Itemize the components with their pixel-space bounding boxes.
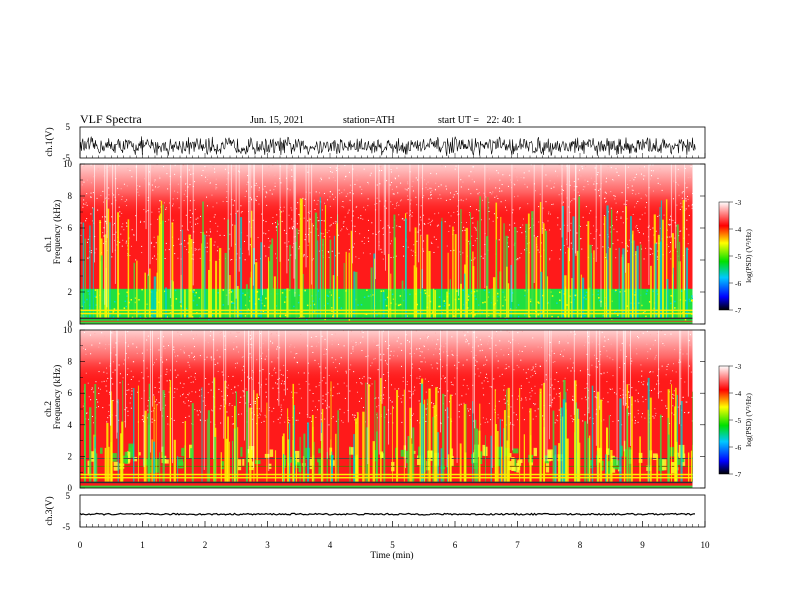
- colorbar-tick-label: -6: [735, 443, 741, 452]
- frequency-tick-label: 8: [68, 191, 73, 201]
- ch1-ylabel: ch.1(V): [44, 127, 55, 156]
- colorbar-tick-label: -7: [735, 470, 741, 479]
- ch1-colorbar-label: log(PSD) (V²/Hz): [744, 229, 753, 283]
- ch1-waveform-xticks: [79, 153, 706, 158]
- time-axis-ticks: 0 1 2 3 4 5 6 7 8 9 10: [78, 521, 710, 550]
- time-tick-label: 5: [390, 540, 395, 550]
- time-tick-label: 9: [640, 540, 645, 550]
- header-start-ut: start UT = 22: 40: 1: [438, 115, 522, 126]
- ch2-colorbar-label: log(PSD) (V²/Hz): [744, 393, 753, 447]
- header-date: Jun. 15, 2021: [250, 115, 304, 126]
- frequency-tick-label: 4: [68, 420, 73, 430]
- time-tick-label: 8: [578, 540, 583, 550]
- colorbar-tick-label: -5: [735, 252, 741, 261]
- colorbar-tick-label: -6: [735, 279, 741, 288]
- ch2-spectrogram-image: [80, 330, 693, 488]
- frequency-tick-label: 8: [68, 357, 73, 367]
- frequency-tick-label: 6: [68, 388, 73, 398]
- ch2-frequency-label: Frequency (kHz): [52, 365, 63, 430]
- ch1-waveform-trace: [79, 136, 696, 157]
- time-tick-label: 4: [328, 540, 333, 550]
- frequency-tick-label: 2: [68, 451, 73, 461]
- time-tick-label: 7: [515, 540, 520, 550]
- colorbar-tick-label: -4: [735, 225, 741, 234]
- ch3-waveform-trace: [79, 512, 696, 516]
- frequency-tick-label: 10: [63, 159, 73, 169]
- time-tick-label: 6: [453, 540, 458, 550]
- ch2-channel-label: ch.2: [44, 401, 54, 417]
- frequency-tick-label: 2: [68, 287, 73, 297]
- colorbar-tick-label: -3: [735, 362, 741, 371]
- colorbar-tick-label: -3: [735, 198, 741, 207]
- frequency-tick-label: 6: [68, 223, 73, 233]
- time-tick-label: 0: [78, 540, 83, 550]
- frequency-tick-label: 0: [68, 483, 73, 493]
- frequency-tick-label: 4: [68, 255, 73, 265]
- ch3-ytick-top: 5: [66, 491, 71, 501]
- ch3-ytick-bottom: -5: [63, 522, 71, 532]
- ch1-spectrogram-image: [80, 164, 693, 324]
- ch1-colorbar-ticks: -3 -4 -5 -6 -7: [729, 198, 741, 315]
- frequency-tick-label: 10: [63, 325, 73, 335]
- ch1-ytick-top: 5: [66, 122, 71, 132]
- time-tick-label: 3: [265, 540, 270, 550]
- ch1-channel-label: ch.1: [44, 236, 54, 252]
- time-axis-label: Time (min): [370, 550, 413, 561]
- time-tick-label: 2: [203, 540, 208, 550]
- ch1-frequency-label: Frequency (kHz): [52, 200, 63, 265]
- ch2-colorbar-ticks: -3 -4 -5 -6 -7: [729, 362, 741, 479]
- ch1-waveform-panel: 5 -5 ch.1(V): [44, 122, 706, 163]
- colorbar-tick-label: -5: [735, 416, 741, 425]
- ch1-frequency-ticks: 0 2 4 6 8 10: [63, 159, 705, 329]
- colorbar-tick-label: -7: [735, 306, 741, 315]
- ch3-waveform-panel: 5 -5 ch.3(V) 0 1 2 3 4 5 6 7 8 9 10 Time (min): [44, 491, 710, 561]
- ch1-ytick-bottom: -5: [63, 153, 71, 163]
- time-tick-label: 10: [701, 540, 711, 550]
- ch2-colorbar: [718, 365, 730, 475]
- header-station: station=ATH: [343, 115, 395, 126]
- ch3-ylabel: ch.3(V): [44, 496, 55, 525]
- ch1-colorbar: [718, 201, 730, 311]
- frequency-tick-label: 0: [68, 319, 73, 329]
- colorbar-tick-label: -4: [735, 389, 741, 398]
- figure-title: VLF Spectra: [80, 112, 142, 126]
- ch2-frequency-ticks: 0 2 4 6 8 10: [63, 325, 705, 493]
- time-tick-label: 1: [140, 540, 145, 550]
